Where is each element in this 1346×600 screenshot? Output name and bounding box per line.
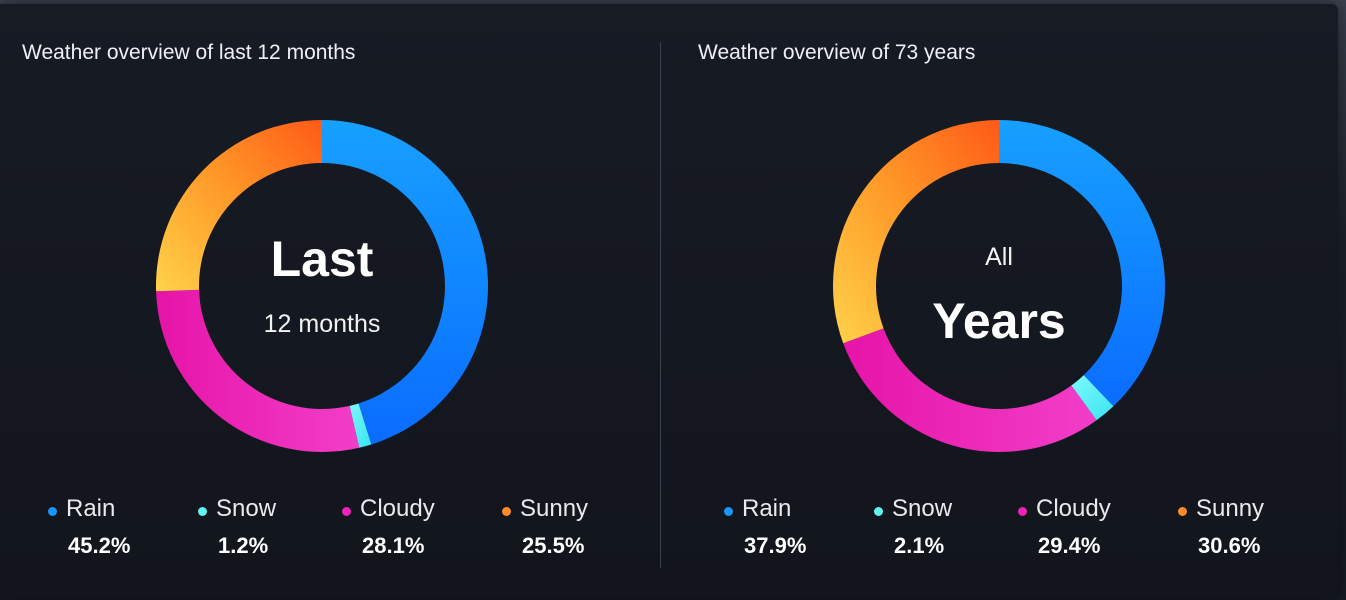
legend-value-cloudy: 28.1% <box>362 533 425 558</box>
center-label-line2-left: 12 months <box>264 310 381 338</box>
panel-last-12-months: Weather overview of last 12 months Last … <box>0 4 660 598</box>
legend-label-cloudy: Cloudy <box>1036 495 1111 522</box>
slice-rain[interactable] <box>999 120 1165 407</box>
legend-value-snow: 1.2% <box>218 533 269 558</box>
legend-value-snow: 2.1% <box>894 533 945 558</box>
slice-snow[interactable] <box>349 403 372 448</box>
slice-cloudy[interactable] <box>156 289 360 452</box>
legend-label-snow: Snow <box>892 495 953 522</box>
legend-value-cloudy: 29.4% <box>1038 533 1101 558</box>
legend-dot-snow <box>874 507 883 516</box>
donut-chart-right: All Years <box>833 120 1165 452</box>
center-label-line1-right: All <box>985 243 1013 271</box>
legend-dot-sunny <box>1178 507 1187 516</box>
weather-card: Weather overview of last 12 months Last … <box>0 4 1338 598</box>
chart-title-right: Weather overview of 73 years <box>698 41 976 64</box>
legend-label-sunny: Sunny <box>1196 495 1265 522</box>
legend-label-rain: Rain <box>66 495 116 522</box>
panel-divider <box>660 42 661 568</box>
legend-dot-rain <box>724 507 733 516</box>
chart-title-left: Weather overview of last 12 months <box>22 41 356 64</box>
slice-snow[interactable] <box>1071 375 1114 421</box>
legend-dot-snow <box>198 507 207 516</box>
legend-value-sunny: 30.6% <box>1198 533 1261 558</box>
legend-dot-cloudy <box>342 507 351 516</box>
center-label-line2-right: Years <box>932 293 1065 349</box>
slice-rain[interactable] <box>322 120 488 445</box>
legend-label-sunny: Sunny <box>520 495 589 522</box>
legend-label-rain: Rain <box>742 495 792 522</box>
panel-73-years: Weather overview of 73 years All Years <box>676 4 1336 598</box>
legend-label-cloudy: Cloudy <box>360 495 435 522</box>
slice-cloudy[interactable] <box>843 328 1097 452</box>
legend-value-rain: 45.2% <box>68 533 131 558</box>
legend-value-rain: 37.9% <box>744 533 807 558</box>
legend-value-sunny: 25.5% <box>522 533 585 558</box>
legend-dot-rain <box>48 507 57 516</box>
center-label-line1-left: Last <box>271 231 374 287</box>
legend-dot-cloudy <box>1018 507 1027 516</box>
legend-dot-sunny <box>502 507 511 516</box>
slice-sunny[interactable] <box>156 119 322 292</box>
slice-sunny[interactable] <box>833 120 999 344</box>
donut-chart-left: Last 12 months <box>156 119 488 452</box>
legend-label-snow: Snow <box>216 495 277 522</box>
